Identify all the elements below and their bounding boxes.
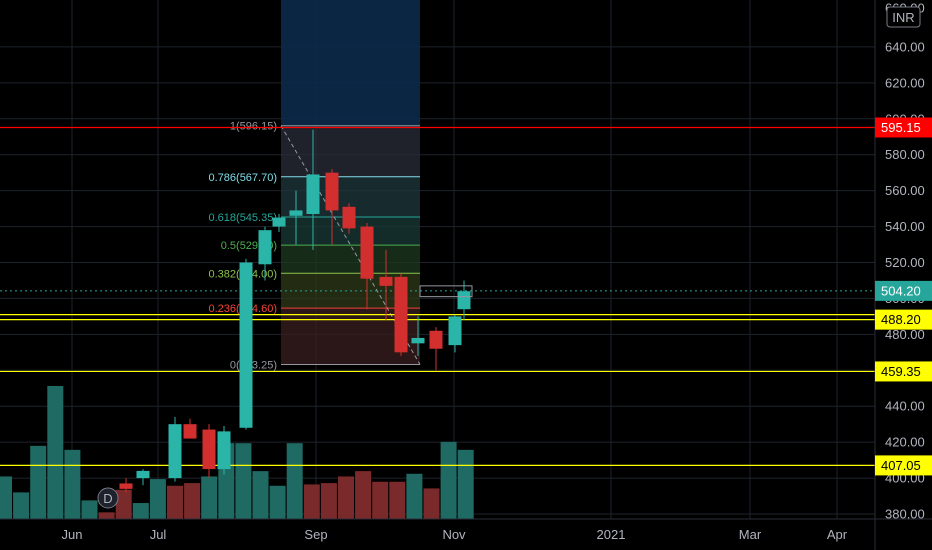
volume-bar bbox=[423, 488, 440, 519]
y-tick-label: 440.00 bbox=[885, 399, 925, 414]
currency-label: INR bbox=[892, 10, 914, 25]
price-label: 459.35 bbox=[881, 364, 921, 379]
volume-bar bbox=[30, 445, 47, 519]
volume-bar bbox=[252, 471, 269, 519]
dividend-marker-label: D bbox=[103, 491, 112, 506]
candle-body[interactable] bbox=[119, 483, 133, 489]
candle-body[interactable] bbox=[457, 291, 471, 310]
candle-body[interactable] bbox=[136, 470, 150, 479]
y-tick-label: 420.00 bbox=[885, 435, 925, 450]
horizontal-lines bbox=[0, 126, 875, 467]
candle-body[interactable] bbox=[429, 330, 443, 349]
dividend-marker-icon bbox=[97, 487, 119, 509]
candle-body[interactable] bbox=[239, 262, 253, 428]
price-axis-labels: 595.15 488.20 459.35 407.05 504.20 bbox=[875, 117, 932, 476]
grid bbox=[0, 0, 875, 519]
price-label: 595.15 bbox=[881, 120, 921, 135]
price-label: 488.20 bbox=[881, 312, 921, 327]
volume-bar bbox=[64, 449, 81, 519]
fib-level-label: 0.786(567.70) bbox=[209, 172, 278, 184]
event-marker[interactable]: D bbox=[97, 487, 119, 509]
fib-level-label: 0(463.25) bbox=[230, 359, 277, 371]
volume-bar bbox=[235, 443, 252, 519]
y-tick-label: 560.00 bbox=[885, 183, 925, 198]
price-label-box bbox=[875, 455, 932, 476]
price-label-box bbox=[875, 117, 932, 138]
candle-body[interactable] bbox=[306, 174, 320, 214]
fib-zone bbox=[281, 245, 420, 274]
volume-bar bbox=[440, 441, 457, 519]
volume-bar bbox=[81, 500, 98, 519]
time-axis: Jun Jul Sep Nov 2021 Mar Apr bbox=[62, 527, 848, 542]
candle-body[interactable] bbox=[379, 276, 393, 286]
candle-body[interactable] bbox=[342, 206, 356, 229]
volume-bar bbox=[184, 483, 201, 519]
volume-bar bbox=[457, 449, 474, 519]
x-tick-label: Apr bbox=[827, 527, 848, 542]
fib-level-label: 1(596.15) bbox=[230, 121, 277, 133]
candle-body[interactable] bbox=[272, 217, 286, 227]
volume-bar bbox=[303, 484, 320, 519]
volume-bar bbox=[0, 476, 12, 519]
candle-body[interactable] bbox=[258, 230, 272, 265]
y-tick-label: 380.00 bbox=[885, 507, 925, 522]
candle-body[interactable] bbox=[411, 337, 425, 344]
volume-bar bbox=[167, 485, 183, 519]
candle-body[interactable] bbox=[183, 424, 197, 439]
volume-bar bbox=[115, 489, 132, 519]
candle-body[interactable] bbox=[448, 316, 462, 346]
x-tick-label: Nov bbox=[442, 527, 466, 542]
volume-bar bbox=[286, 443, 303, 519]
x-tick-label: 2021 bbox=[597, 527, 626, 542]
candle-body[interactable] bbox=[394, 276, 408, 353]
y-tick-label: 620.00 bbox=[885, 75, 925, 90]
x-tick-label: Jun bbox=[62, 527, 83, 542]
price-label: 407.05 bbox=[881, 458, 921, 473]
volume-bar bbox=[201, 476, 218, 519]
currency-badge[interactable]: INR bbox=[886, 6, 921, 28]
volume-bar bbox=[338, 476, 354, 519]
y-tick-label: 540.00 bbox=[885, 219, 925, 234]
candle-body[interactable] bbox=[202, 429, 216, 470]
volume-bar bbox=[320, 483, 337, 519]
volume-bar bbox=[269, 485, 286, 519]
candlesticks bbox=[119, 129, 473, 493]
volume-bar bbox=[132, 503, 149, 519]
fibonacci-retracement: 1(596.15)0.786(567.70)0.618(545.35)0.5(5… bbox=[209, 121, 421, 371]
volume-bar bbox=[355, 471, 372, 519]
y-tick-label: 640.00 bbox=[885, 39, 925, 54]
volume-bar bbox=[372, 481, 389, 519]
date-range-box bbox=[281, 0, 420, 126]
fib-level-label: 0.618(545.35) bbox=[209, 212, 278, 224]
x-tick-label: Mar bbox=[739, 527, 762, 542]
price-range-box bbox=[419, 285, 473, 298]
price-label: 504.20 bbox=[881, 283, 921, 298]
candle-body[interactable] bbox=[168, 424, 182, 479]
x-tick-label: Jul bbox=[150, 527, 167, 542]
price-label-box bbox=[875, 309, 932, 330]
candle-body[interactable] bbox=[217, 431, 231, 470]
range-box-area bbox=[281, 0, 420, 126]
y-tick-label: 580.00 bbox=[885, 147, 925, 162]
volume-bar bbox=[389, 481, 406, 519]
volume-bar bbox=[406, 473, 423, 519]
x-tick-label: Sep bbox=[304, 527, 327, 542]
volume-bar bbox=[13, 492, 30, 519]
volume-bar bbox=[98, 512, 115, 519]
price-label-box bbox=[875, 280, 932, 301]
y-tick-label: 480.00 bbox=[885, 327, 925, 342]
y-tick-label: 520.00 bbox=[885, 255, 925, 270]
currency-badge-box bbox=[886, 6, 921, 28]
volume-bar bbox=[47, 386, 64, 519]
candle-body[interactable] bbox=[360, 226, 374, 279]
candle-body[interactable] bbox=[325, 172, 339, 211]
volume-bars bbox=[0, 386, 474, 519]
price-label-box bbox=[875, 361, 932, 382]
volume-bar bbox=[149, 479, 166, 519]
candle-body[interactable] bbox=[289, 210, 303, 216]
fib-zone bbox=[281, 125, 420, 177]
